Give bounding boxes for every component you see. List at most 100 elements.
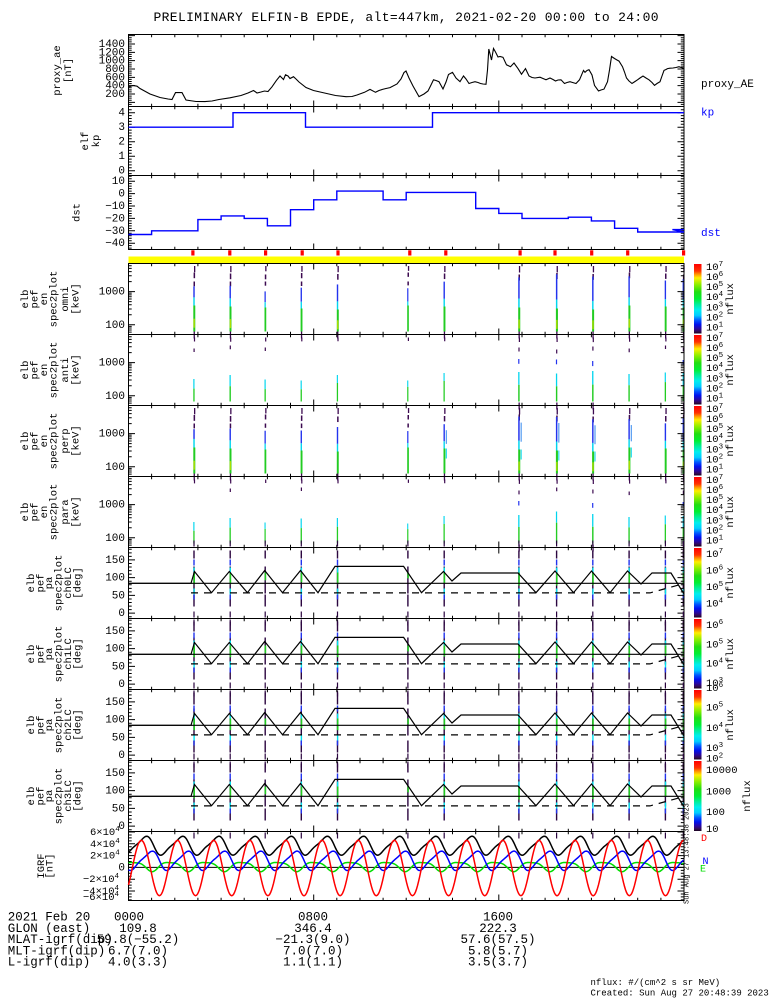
svg-text:1000: 1000 [99, 287, 125, 299]
svg-text:elf: elf [80, 132, 92, 151]
svg-text:0: 0 [118, 679, 125, 691]
svg-text:100: 100 [105, 533, 125, 545]
svg-text:10: 10 [112, 176, 125, 188]
svg-text:elb: elb [20, 503, 32, 522]
svg-text:ch0LC: ch0LC [63, 567, 75, 599]
svg-text:100: 100 [105, 644, 125, 656]
svg-text:346.4: 346.4 [294, 922, 332, 936]
svg-text:N: N [703, 857, 709, 868]
svg-text:1000: 1000 [706, 787, 731, 799]
svg-text:[nT]: [nT] [45, 853, 57, 878]
svg-text:ch2LC: ch2LC [63, 709, 75, 741]
svg-text:[nT]: [nT] [63, 58, 75, 83]
svg-text:spec2plot: spec2plot [54, 555, 66, 612]
svg-text:100: 100 [105, 320, 125, 332]
svg-text:pef: pef [30, 290, 42, 309]
svg-text:pef: pef [30, 432, 42, 451]
svg-text:spec2plot: spec2plot [54, 768, 66, 825]
svg-text:MLT-igrf(dip): MLT-igrf(dip) [8, 944, 106, 958]
svg-text:anti: anti [60, 357, 72, 382]
svg-text:0: 0 [118, 821, 125, 833]
svg-text:1.1(1.1): 1.1(1.1) [283, 956, 343, 970]
svg-text:1400: 1400 [99, 39, 125, 51]
svg-text:nflux: #/(cm^2 s sr MeV): nflux: #/(cm^2 s sr MeV) [591, 978, 721, 988]
svg-text:3: 3 [118, 122, 125, 134]
svg-text:−20: −20 [105, 213, 125, 225]
svg-text:−21.3(9.0): −21.3(9.0) [275, 933, 350, 947]
svg-text:elb: elb [26, 716, 38, 735]
svg-text:4: 4 [118, 108, 125, 120]
svg-text:pef: pef [36, 574, 48, 593]
svg-text:IGRF: IGRF [36, 853, 48, 878]
svg-text:2×104: 2×104 [90, 850, 120, 863]
svg-text:[keV]: [keV] [71, 425, 83, 457]
svg-text:[deg]: [deg] [73, 709, 85, 741]
svg-text:0: 0 [118, 750, 125, 762]
svg-text:6×104: 6×104 [90, 826, 120, 839]
svg-text:10: 10 [706, 824, 719, 836]
svg-text:elb: elb [26, 574, 38, 593]
svg-text:pa: pa [44, 790, 56, 803]
svg-text:5.8(5.7): 5.8(5.7) [468, 944, 528, 958]
svg-text:0800: 0800 [298, 911, 328, 925]
svg-text:MLAT-igrf(dip): MLAT-igrf(dip) [8, 933, 113, 947]
svg-text:1000: 1000 [99, 500, 125, 512]
svg-text:nflux: nflux [725, 638, 737, 670]
svg-text:100: 100 [706, 807, 725, 819]
svg-text:proxy_AE: proxy_AE [701, 79, 754, 91]
svg-text:Sun Aug 27 13:48:38 2023: Sun Aug 27 13:48:38 2023 [684, 803, 692, 904]
svg-text:PRELIMINARY ELFIN-B EPDE, alt=: PRELIMINARY ELFIN-B EPDE, alt=447km, 202… [154, 10, 659, 25]
svg-text:200: 200 [105, 89, 125, 101]
svg-text:400: 400 [105, 81, 125, 93]
svg-text:dst: dst [72, 203, 84, 222]
svg-text:600: 600 [105, 72, 125, 84]
svg-text:nflux: nflux [742, 780, 754, 812]
svg-text:D: D [701, 834, 707, 845]
svg-text:[deg]: [deg] [73, 567, 85, 599]
svg-text:−10: −10 [105, 201, 125, 213]
svg-text:150: 150 [105, 626, 125, 638]
svg-text:6.7(7.0): 6.7(7.0) [108, 944, 168, 958]
svg-text:dst: dst [701, 228, 721, 240]
svg-text:50: 50 [112, 803, 125, 815]
svg-text:7.0(7.0): 7.0(7.0) [283, 944, 343, 958]
svg-text:−40: −40 [105, 238, 125, 250]
svg-text:150: 150 [105, 768, 125, 780]
svg-text:0000: 0000 [114, 911, 144, 925]
svg-text:nflux: nflux [725, 496, 737, 528]
svg-text:2021 Feb 20: 2021 Feb 20 [8, 911, 91, 925]
svg-text:109.8: 109.8 [119, 922, 157, 936]
svg-text:[keV]: [keV] [71, 283, 83, 315]
svg-text:spec2plot: spec2plot [49, 271, 61, 328]
svg-text:1000: 1000 [99, 56, 125, 68]
svg-text:nflux: nflux [725, 425, 737, 457]
svg-text:50: 50 [112, 590, 125, 602]
svg-text:150: 150 [105, 555, 125, 567]
svg-text:kp: kp [91, 135, 103, 148]
svg-text:222.3: 222.3 [479, 922, 517, 936]
svg-text:100: 100 [105, 715, 125, 727]
svg-text:59.8(−55.2): 59.8(−55.2) [97, 933, 180, 947]
svg-text:1000: 1000 [99, 429, 125, 441]
svg-text:[keV]: [keV] [71, 354, 83, 386]
svg-text:spec2plot: spec2plot [49, 484, 61, 541]
svg-text:nflux: nflux [725, 354, 737, 386]
svg-text:elb: elb [26, 645, 38, 664]
svg-text:−4×104: −4×104 [83, 885, 120, 898]
svg-text:150: 150 [105, 697, 125, 709]
svg-text:pef: pef [36, 716, 48, 735]
svg-text:3.5(3.7): 3.5(3.7) [468, 956, 528, 970]
svg-text:4.0(3.3): 4.0(3.3) [108, 956, 168, 970]
svg-text:pa: pa [44, 719, 56, 732]
svg-text:L-igrf(dip): L-igrf(dip) [8, 956, 91, 970]
svg-text:[deg]: [deg] [73, 638, 85, 670]
svg-text:elb: elb [20, 432, 32, 451]
svg-text:spec2plot: spec2plot [54, 697, 66, 754]
svg-text:spec2plot: spec2plot [49, 342, 61, 399]
svg-text:omni: omni [60, 286, 72, 311]
svg-text:kp: kp [701, 108, 714, 120]
svg-text:0: 0 [118, 189, 125, 201]
svg-text:Created: Sun Aug 27 20:48:39 2: Created: Sun Aug 27 20:48:39 2023 [591, 989, 769, 999]
svg-text:0: 0 [118, 862, 125, 874]
svg-text:1600: 1600 [483, 911, 513, 925]
